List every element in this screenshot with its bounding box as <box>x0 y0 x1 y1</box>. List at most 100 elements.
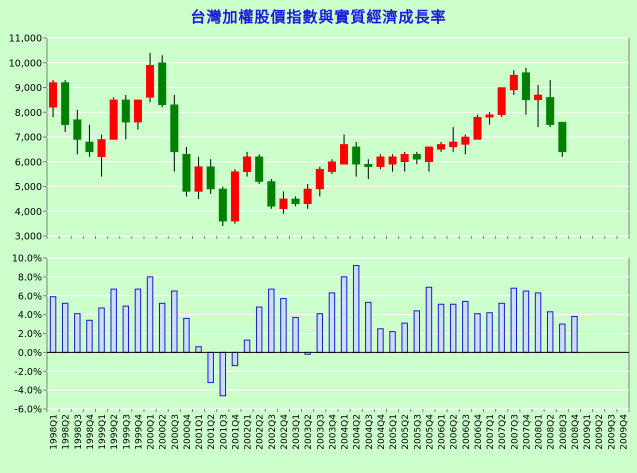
growth-bar <box>280 298 287 353</box>
x-tick-label: 2002Q3 <box>268 414 278 450</box>
growth-bar <box>122 305 130 353</box>
x-tick-label: 2000Q3 <box>171 414 181 450</box>
x-tick-label: 2006Q4 <box>474 414 484 450</box>
x-tick-label: 2005Q4 <box>425 414 435 450</box>
growth-bar <box>316 313 324 353</box>
growth-bar <box>546 311 554 353</box>
growth-bar <box>243 339 251 353</box>
growth-bar <box>292 316 299 353</box>
growth-bar <box>413 310 421 353</box>
candle-body <box>461 136 470 145</box>
candle-body <box>521 72 530 101</box>
growth-bar <box>328 292 336 353</box>
x-tick-label: 2009Q1 <box>583 414 593 450</box>
candle-body <box>400 154 409 162</box>
candle-body <box>315 168 324 190</box>
price-y-tick-label: 11,000 <box>9 34 42 45</box>
growth-bar <box>268 288 275 353</box>
candle-body <box>352 146 361 165</box>
x-tick-label: 2001Q2 <box>207 414 217 450</box>
x-tick-label: 2000Q2 <box>159 414 169 450</box>
candle-body <box>485 114 494 118</box>
x-tick-label: 1999Q2 <box>110 414 120 450</box>
candle-body <box>327 161 336 172</box>
growth-bar <box>522 290 530 353</box>
growth-bar <box>559 323 566 353</box>
price-y-tick-label: 10,000 <box>9 58 42 69</box>
x-tick-label: 1998Q2 <box>62 414 72 450</box>
growth-rate-plot: -6.0% -4.0% -2.0% 0.0% 2.0% 4.0% 6.0% 8.0% 10.0% <box>12 254 630 416</box>
candle-body <box>267 181 276 207</box>
x-tick-label: 2003Q3 <box>316 414 326 450</box>
x-tick-label: 2009Q3 <box>607 414 617 450</box>
x-tick-label: 2006Q2 <box>450 414 460 450</box>
x-tick-label: 2008Q3 <box>559 414 569 450</box>
growth-bar <box>437 303 445 353</box>
x-tick-label: 2002Q2 <box>256 414 266 450</box>
growth-y-tick-label: 0.0% <box>18 348 42 359</box>
candle-body <box>206 166 215 190</box>
candle-body <box>497 87 506 115</box>
x-tick-label: 1998Q3 <box>74 414 84 450</box>
candle-body <box>424 146 433 162</box>
candle-body <box>182 154 191 192</box>
chart-title: 台灣加權股價指數與實質經濟成長率 <box>190 8 447 26</box>
growth-bar <box>534 292 542 353</box>
candle-body <box>412 154 421 160</box>
growth-bar <box>74 313 81 353</box>
candle-body <box>73 119 82 140</box>
x-tick-label: 2008Q4 <box>571 414 581 450</box>
growth-bar <box>389 331 396 353</box>
growth-bar <box>183 317 190 353</box>
x-tick-label: 2000Q4 <box>183 414 193 450</box>
growth-bar <box>207 351 214 384</box>
candle-body <box>243 156 252 172</box>
x-tick-label: 2006Q3 <box>462 414 472 450</box>
candle-body <box>85 141 94 153</box>
x-tick-label: 2009Q2 <box>595 414 605 450</box>
growth-bar <box>98 307 105 353</box>
growth-bar <box>158 302 166 353</box>
growth-bar <box>449 303 457 353</box>
x-tick-label: 2004Q2 <box>353 414 363 450</box>
candle-body <box>303 188 312 205</box>
growth-bar <box>425 286 433 353</box>
growth-bar <box>219 351 227 397</box>
price-y-tick-label: 3,000 <box>15 232 42 243</box>
x-tick-label: 2005Q3 <box>413 414 423 450</box>
candle-body <box>279 198 288 210</box>
growth-bar <box>255 306 263 353</box>
x-tick-label: 2004Q4 <box>377 414 387 450</box>
growth-bar <box>352 265 360 353</box>
x-tick-label: 1999Q3 <box>122 414 132 450</box>
growth-y-tick-label: 10.0% <box>12 254 42 265</box>
candle-body <box>218 188 227 222</box>
x-tick-label: 1999Q1 <box>98 414 108 450</box>
candle-body <box>61 82 70 125</box>
growth-y-tick-label: -4.0% <box>14 386 42 397</box>
x-tick-label: 2003Q2 <box>304 414 314 450</box>
candle-body <box>291 198 300 205</box>
candle-body <box>437 144 446 150</box>
x-tick-label: 2001Q4 <box>231 414 241 450</box>
growth-bar <box>134 288 142 353</box>
x-tick-label: 2009Q4 <box>619 414 629 450</box>
price-y-tick-label: 8,000 <box>15 108 42 119</box>
growth-bar <box>401 322 408 353</box>
growth-y-tick-label: -2.0% <box>14 367 42 378</box>
price-y-tick-label: 5,000 <box>15 182 42 193</box>
growth-y-tick-label: 2.0% <box>18 329 42 340</box>
growth-bar <box>86 319 93 353</box>
candle-body <box>121 99 130 123</box>
candle-body <box>158 62 167 106</box>
candle-body <box>97 139 106 158</box>
price-y-tick-label: 6,000 <box>15 157 42 168</box>
candle-body <box>473 116 482 140</box>
price-y-tick-label: 7,000 <box>15 133 42 144</box>
x-tick-label: 2007Q4 <box>522 414 532 450</box>
x-tick-label: 2007Q3 <box>510 414 520 450</box>
candle-body <box>388 156 397 165</box>
x-tick-label: 2005Q1 <box>389 414 399 450</box>
